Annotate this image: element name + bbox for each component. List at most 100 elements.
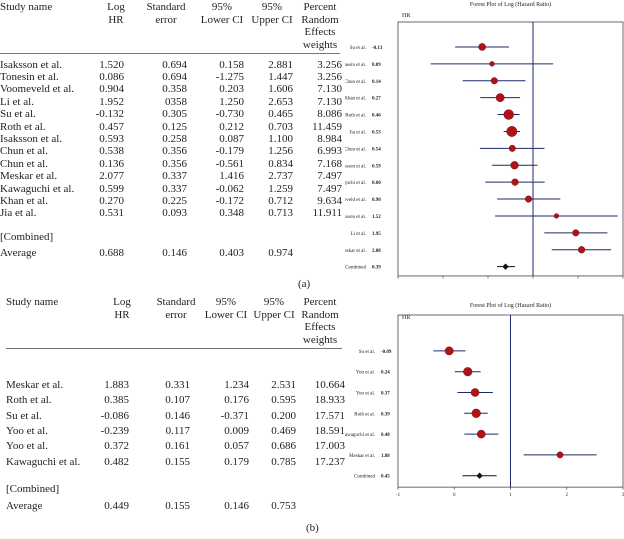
effect-point [463,367,473,377]
log-hr-cell: 2.077 [99,170,124,183]
header-lower-ci: 95% Lower CI [200,1,244,26]
study-row: Isaksson et al. 0.59 [345,161,538,170]
study-row: Su et al. -0.09 [359,346,466,356]
average-lower-ci-cell: 0.146 [224,499,249,512]
study-name-cell: Meskar et al. [6,379,64,391]
standard-error-cell: 0.093 [162,207,187,220]
lower-ci-cell: 0.203 [219,83,244,96]
study-row: Su et al. -0.13 [350,43,509,51]
upper-ci-cell: 2.737 [268,170,293,183]
upper-ci-cell: 2.531 [271,379,296,391]
study-label: Su et al. [359,350,375,355]
log-hr-cell: 0.270 [99,194,124,207]
lower-ci-cell: 0.348 [219,207,244,220]
hr-value-label: 0.14 [372,80,381,85]
weight-cell: 8.086 [317,108,342,121]
study-name-cell: Li et al. [0,95,34,108]
study-label: Meskar et al. [349,454,375,459]
upper-ci-cell: 0.713 [268,207,293,220]
effect-point [503,109,514,120]
study-name-cell: Roth et al. [6,394,52,407]
weight-cell: 7.497 [317,170,342,183]
combined-label: [Combined] [0,230,54,243]
upper-ci-cell: 0.834 [268,157,293,170]
upper-ci-cell: 0.686 [271,440,296,453]
standard-error-cell: 0.331 [165,379,190,391]
combined-row: Combined 0.39 [345,263,515,271]
standard-error-cell: 0.337 [162,170,187,183]
header-study-name: Study name [6,296,59,308]
effect-point [508,144,516,152]
upper-ci-cell: 1.100 [268,132,293,145]
study-row: Tonesin et al. 0.09 [345,61,554,68]
study-name-cell: Yoo et al. [6,440,48,453]
study-row: Roth et al. 0.39 [354,408,488,418]
weight-cell: 3.256 [317,70,342,83]
hr-value-label: 0.60 [372,181,381,186]
forest-plot-a-svg: Forest Plot of Log (Hazard Ratio)HR-2-10… [345,1,624,279]
weight-cell: 18.933 [314,394,345,407]
upper-ci-cell: 1.256 [268,145,293,158]
combined-diamond [476,472,483,479]
study-row: Khan et al. 0.27 [345,93,521,103]
log-hr-cell: 0.538 [99,145,124,158]
lower-ci-cell: 0.057 [224,440,249,453]
study-label: Su et al. [350,46,366,51]
study-row: Kawaguchi et al. 0.60 [345,178,545,186]
hr-value-label: 1.52 [372,215,381,220]
header-lower-ci: 95% Lower CI [204,296,248,321]
study-name-cell: Khan et al. [0,194,48,207]
log-hr-cell: 0.136 [99,157,124,170]
plot-title: Forest Plot of Log (Hazard Ratio) [470,1,551,8]
standard-error-cell: 0.356 [162,157,187,170]
study-row: Roth et al. 0.46 [345,109,520,120]
standard-error-cell: 0.155 [165,455,190,468]
standard-error-cell: 0.694 [162,70,187,83]
weight-cell: 17.571 [314,409,345,422]
weight-cell: 7.497 [317,182,342,195]
average-upper-ci-cell: 0.753 [271,499,296,512]
weight-cell: 3.256 [317,58,342,71]
effect-point [476,429,486,439]
upper-ci-cell: 1.606 [268,83,293,96]
log-hr-cell: 0.904 [99,83,124,96]
effect-point [553,213,560,219]
log-hr-cell: 0.482 [104,455,129,468]
weight-cell: 17.003 [314,440,345,453]
study-label: Chun et al. [345,147,366,152]
hr-value-label: 0.09 [372,63,381,68]
lower-ci-cell: -0.172 [215,194,244,207]
upper-ci-cell: 1.259 [268,182,293,195]
header-weights: Percent Random Effects weights [301,296,339,346]
study-name-cell: Kawaguchi et al. [0,182,75,195]
average-standard-error-cell: 0.146 [162,246,187,259]
study-row: Kawaguchi et al. 0.48 [345,429,499,439]
average-lower-ci-cell: 0.403 [219,246,244,259]
header-log-hr: Log HR [113,296,131,321]
study-row: Meskar et al. 2.08 [345,246,612,254]
plot-frame [397,21,624,277]
study-row: Isaksson et al. 1.52 [345,213,618,220]
standard-error-cell: 0.146 [165,409,190,422]
study-name-cell: Su et al. [6,409,42,422]
header-rule [6,348,342,349]
study-name-cell: Roth et al. [0,120,46,133]
weight-cell: 7.130 [317,95,342,108]
lower-ci-cell: -0.062 [215,182,244,195]
hr-value-label: -0.13 [372,46,383,51]
weight-cell: 6.993 [317,145,342,158]
study-name-cell: Isaksson et al. [0,58,63,71]
study-label: Jia et al. [349,130,366,135]
panel-a-caption: (a) [298,278,311,290]
standard-error-cell: 0.125 [162,120,187,133]
lower-ci-cell: -1.275 [215,70,244,83]
log-hr-cell: -0.086 [100,409,129,422]
lower-ci-cell: 1.416 [219,170,244,183]
average-label: Average [6,499,43,512]
study-row: Yoo et al. 0.37 [356,388,493,397]
study-label: Kawaguchi et al. [345,433,375,438]
log-hr-cell: 0.593 [99,132,124,145]
study-label: Isaksson et al. [345,215,366,220]
hr-value-label: 0.27 [372,97,381,102]
upper-ci-cell: 0.703 [268,120,293,133]
